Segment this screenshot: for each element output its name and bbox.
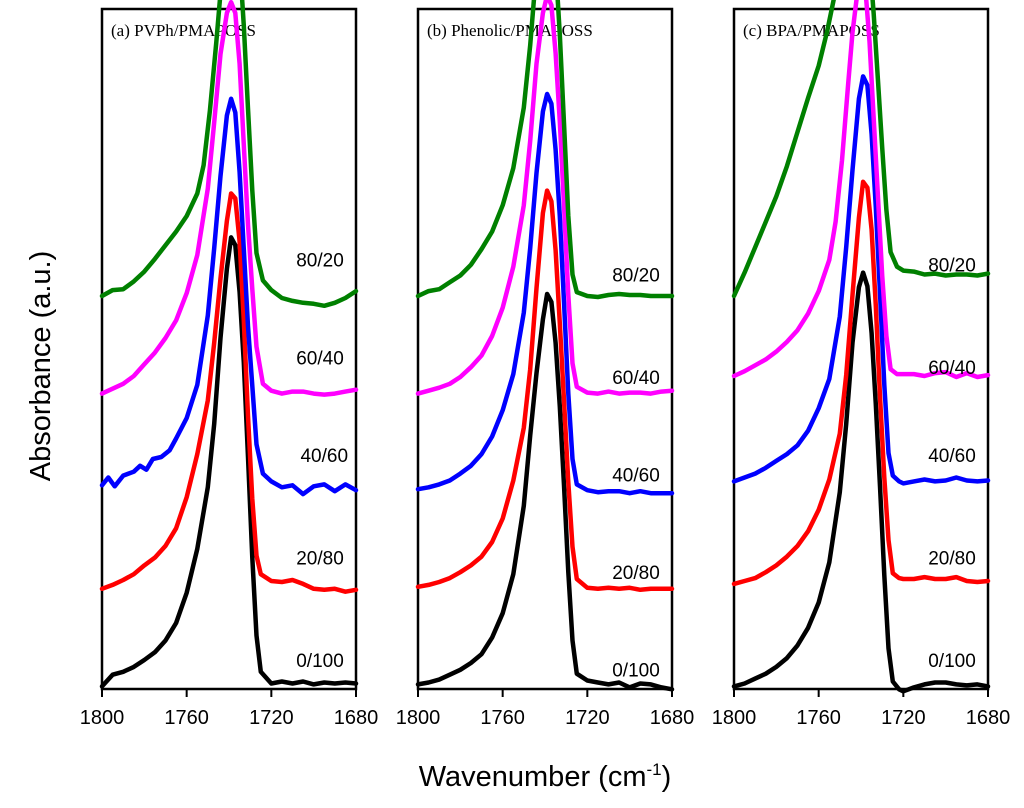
panel-2: (b) Phenolic/PMAPOSS 1800 1760 1720 1680 0/10… bbox=[396, 0, 695, 729]
x-tick-label: 1760 bbox=[480, 707, 525, 729]
series-label-20-80: 20/80 bbox=[296, 548, 344, 569]
series-line-60-40 bbox=[99, 0, 359, 397]
panel-title: (c) BPA/PMAPOSS bbox=[743, 21, 880, 40]
x-tick-label: 1680 bbox=[966, 707, 1011, 729]
x-axis-title: Wavenumber (cm-1) bbox=[419, 760, 672, 793]
x-tick-label: 1760 bbox=[796, 707, 841, 729]
series-line-20-80 bbox=[731, 179, 991, 587]
series-label-80-20: 80/20 bbox=[612, 265, 660, 286]
x-tick-label: 1720 bbox=[881, 707, 926, 729]
x-tick-label: 1720 bbox=[249, 707, 294, 729]
series-line-0-100 bbox=[415, 291, 675, 692]
panel-3: (c) BPA/PMAPOSS 1800 1760 1720 1680 0/100 20/8… bbox=[712, 0, 1011, 729]
panel-title: (b) Phenolic/PMAPOSS bbox=[427, 21, 593, 40]
y-axis-title: Absorbance (a.u.) bbox=[25, 251, 57, 482]
series-line-80-20 bbox=[99, 0, 359, 309]
series-label-40-60: 40/60 bbox=[612, 465, 660, 486]
series-label-60-40: 60/40 bbox=[928, 358, 976, 379]
series-label-80-20: 80/20 bbox=[928, 256, 976, 277]
x-tick-label: 1720 bbox=[565, 707, 610, 729]
series-label-80-20: 80/20 bbox=[296, 251, 344, 272]
x-tick-label: 1800 bbox=[80, 707, 125, 729]
series-line-60-40 bbox=[415, 0, 675, 396]
series-line-40-60 bbox=[731, 74, 991, 486]
series-line-20-80 bbox=[415, 188, 675, 593]
x-tick-label: 1680 bbox=[334, 707, 379, 729]
series-label-0-100: 0/100 bbox=[296, 651, 344, 672]
series-line-0-100 bbox=[731, 270, 991, 694]
x-tick-label: 1800 bbox=[396, 707, 441, 729]
series-label-60-40: 60/40 bbox=[612, 368, 660, 389]
series-label-0-100: 0/100 bbox=[612, 661, 660, 682]
series-line-60-40 bbox=[731, 0, 991, 380]
series-line-80-20 bbox=[415, 0, 675, 300]
series-label-60-40: 60/40 bbox=[296, 348, 344, 369]
series-line-40-60 bbox=[415, 91, 675, 496]
series-line-40-60 bbox=[99, 96, 359, 497]
series-label-20-80: 20/80 bbox=[928, 548, 976, 569]
series-line-0-100 bbox=[99, 235, 359, 689]
series-line-20-80 bbox=[99, 191, 359, 594]
x-tick-label: 1800 bbox=[712, 707, 757, 729]
x-tick-label: 1680 bbox=[650, 707, 695, 729]
series-label-0-100: 0/100 bbox=[928, 651, 976, 672]
panel-frame bbox=[732, 7, 990, 691]
series-label-40-60: 40/60 bbox=[928, 446, 976, 467]
x-tick-label: 1760 bbox=[164, 707, 209, 729]
series-label-40-60: 40/60 bbox=[300, 446, 348, 467]
series-line-80-20 bbox=[731, 0, 991, 299]
series-label-20-80: 20/80 bbox=[612, 563, 660, 584]
